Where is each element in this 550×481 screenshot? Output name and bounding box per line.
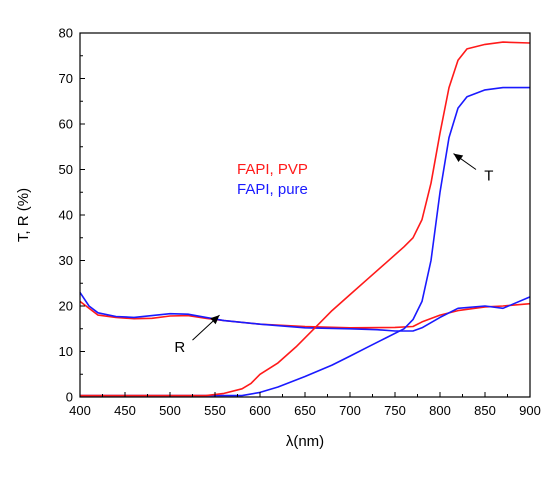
ticks-layer: 400 450 500 550 600 650 700 750 800 850 900 0 10 20 30… <box>59 26 541 419</box>
y-tick-label: 80 <box>59 26 73 41</box>
x-tick-label: 900 <box>519 403 541 418</box>
x-tick-label: 850 <box>474 403 496 418</box>
series-layer <box>79 41 531 397</box>
x-tick-label: 550 <box>204 403 226 418</box>
y-tick-label: 40 <box>59 208 73 223</box>
annotation-arrowhead-r <box>210 315 220 325</box>
y-axis-label: T, R (%) <box>15 188 32 242</box>
x-tick-label: 800 <box>429 403 451 418</box>
x-tick-label: 700 <box>339 403 361 418</box>
series-pvp-r <box>79 300 531 329</box>
plot-frame <box>79 32 531 398</box>
y-tick-label: 0 <box>66 390 73 405</box>
x-tick-label: 400 <box>69 403 91 418</box>
annotation-arrowhead-t <box>453 153 464 162</box>
legend-entry-fapi-pvp: FAPI, PVP <box>237 161 308 178</box>
x-tick-label: 450 <box>114 403 136 418</box>
series-pure-r <box>79 291 531 332</box>
series-pvp-t <box>80 41 531 397</box>
y-tick-label: 10 <box>59 344 73 359</box>
y-tick-label: 20 <box>59 299 73 314</box>
x-axis-label: λ(nm) <box>286 433 324 450</box>
legend: FAPI, PVP FAPI, pure <box>237 161 308 198</box>
series-pure-t <box>80 86 530 397</box>
y-tick-label: 30 <box>59 253 73 268</box>
x-tick-label: 500 <box>159 403 181 418</box>
y-tick-label: 70 <box>59 71 73 86</box>
legend-entry-fapi-pure: FAPI, pure <box>237 181 308 198</box>
annotation-label-r: R <box>174 339 185 356</box>
y-tick-label: 50 <box>59 162 73 177</box>
x-tick-label: 650 <box>294 403 316 418</box>
y-tick-label: 60 <box>59 117 73 132</box>
x-tick-label: 750 <box>384 403 406 418</box>
x-tick-label: 600 <box>249 403 271 418</box>
annotation-layer: RT <box>174 153 493 356</box>
annotation-label-t: T <box>484 167 493 184</box>
